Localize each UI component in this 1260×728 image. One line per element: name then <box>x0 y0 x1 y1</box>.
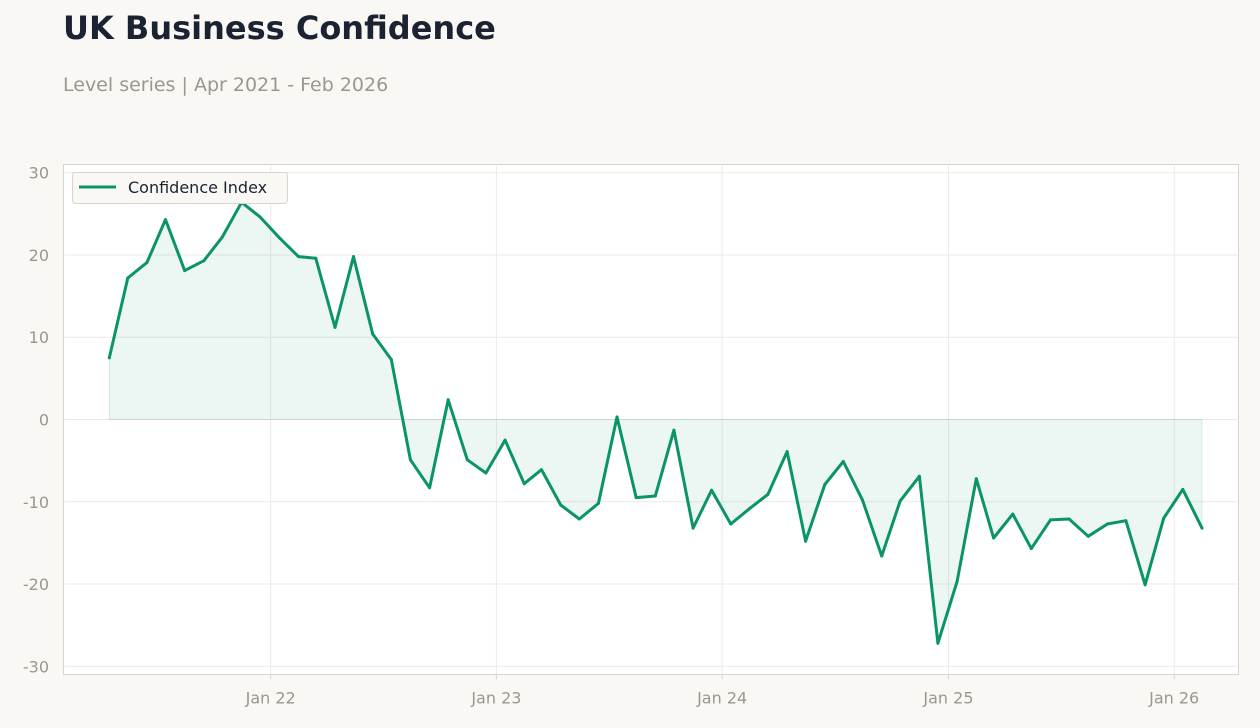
data-point <box>183 269 187 273</box>
x-tick-label: Jan 24 <box>696 689 747 708</box>
data-point <box>766 492 770 496</box>
data-point <box>1124 519 1128 523</box>
data-point <box>577 517 581 521</box>
series-group <box>107 200 1204 645</box>
data-point <box>804 539 808 543</box>
data-point <box>1181 487 1185 491</box>
x-tick-label: Jan 26 <box>1148 689 1199 708</box>
y-tick-label: -20 <box>23 575 49 594</box>
data-point <box>917 474 921 478</box>
data-point <box>841 460 845 463</box>
data-point <box>484 471 488 475</box>
y-axis: 30 20 10 0 -10 -20 -30 <box>23 164 49 677</box>
data-point <box>596 501 600 505</box>
legend-box <box>72 172 288 204</box>
y-tick-label: 30 <box>29 164 49 183</box>
data-point <box>710 488 714 492</box>
y-tick-label: 20 <box>29 246 49 265</box>
data-point <box>1105 522 1109 526</box>
data-point <box>389 358 393 361</box>
data-point <box>1067 517 1071 521</box>
data-point <box>955 580 959 583</box>
data-point <box>428 486 432 490</box>
data-point <box>936 641 940 645</box>
data-point <box>1200 526 1204 530</box>
x-tick-label: Jan 22 <box>245 689 296 708</box>
data-point <box>992 536 996 540</box>
data-point <box>297 255 300 259</box>
data-point <box>1162 516 1166 520</box>
chart-subtitle: Level series | Apr 2021 - Feb 2026 <box>63 74 389 96</box>
data-point <box>898 499 902 503</box>
data-point <box>1049 518 1052 522</box>
data-point <box>1143 583 1147 587</box>
data-point <box>634 496 638 500</box>
x-axis: Jan 22 Jan 23 Jan 24 Jan 25 Jan 26 <box>245 674 1199 708</box>
data-point <box>202 259 206 263</box>
data-point <box>145 260 149 264</box>
data-point <box>107 356 111 360</box>
data-point <box>408 458 412 462</box>
data-point <box>615 415 619 419</box>
data-point <box>164 218 167 222</box>
data-point <box>522 482 526 486</box>
data-point <box>861 498 864 502</box>
data-point <box>672 428 676 432</box>
data-point <box>465 458 469 462</box>
data-point <box>220 235 224 239</box>
y-tick-label: 10 <box>29 328 49 347</box>
data-point <box>1086 534 1090 538</box>
data-point <box>880 554 884 558</box>
data-point <box>277 236 281 240</box>
data-point <box>729 522 733 526</box>
data-point <box>352 255 355 259</box>
data-point <box>559 503 563 507</box>
legend-label: Confidence Index <box>128 178 267 197</box>
x-tick-label: Jan 25 <box>922 689 973 708</box>
chart-title: UK Business Confidence <box>63 9 496 47</box>
data-point <box>126 276 130 280</box>
data-point <box>974 477 978 481</box>
data-point <box>333 325 337 329</box>
data-point <box>748 506 752 510</box>
data-point <box>503 438 507 442</box>
data-point <box>1029 547 1033 551</box>
data-point <box>314 256 318 260</box>
data-point <box>823 483 827 486</box>
data-point <box>785 450 789 454</box>
x-tick-label: Jan 23 <box>470 689 521 708</box>
data-point <box>540 468 543 472</box>
data-point <box>371 332 375 336</box>
y-tick-label: 0 <box>39 411 49 430</box>
data-point <box>446 398 450 402</box>
y-tick-label: -10 <box>23 493 49 512</box>
y-tick-label: -30 <box>23 657 49 676</box>
data-point <box>691 526 695 530</box>
data-point <box>653 494 657 498</box>
legend: Confidence Index <box>72 172 288 204</box>
grid-lines <box>64 165 1238 674</box>
data-point <box>1011 512 1015 516</box>
data-point <box>258 215 262 219</box>
